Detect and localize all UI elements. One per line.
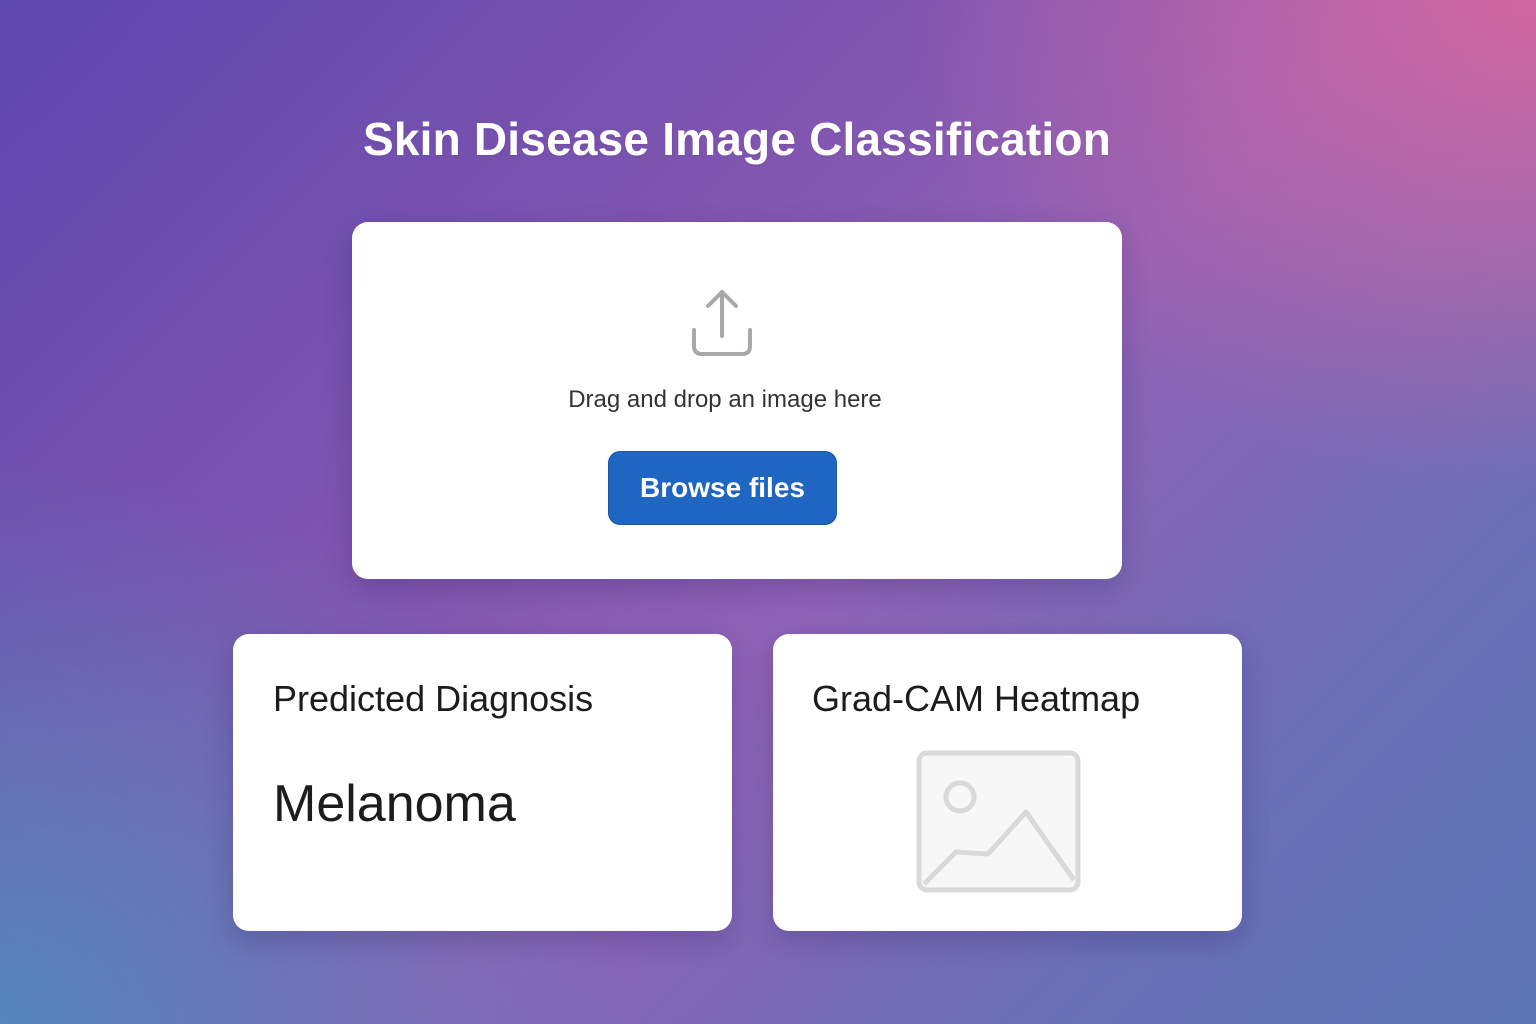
page-title: Skin Disease Image Classification xyxy=(362,113,1112,165)
browse-files-button[interactable]: Browse files xyxy=(608,451,837,525)
diagnosis-card-title: Predicted Diagnosis xyxy=(273,678,594,719)
heatmap-card-title: Grad-CAM Heatmap xyxy=(812,678,1141,719)
drop-instructions: Drag and drop an image here xyxy=(568,386,882,413)
diagnosis-card xyxy=(233,634,732,931)
diagnosis-value: Melanoma xyxy=(273,775,516,833)
image-placeholder-icon xyxy=(916,750,1081,893)
upload-icon xyxy=(692,290,752,356)
